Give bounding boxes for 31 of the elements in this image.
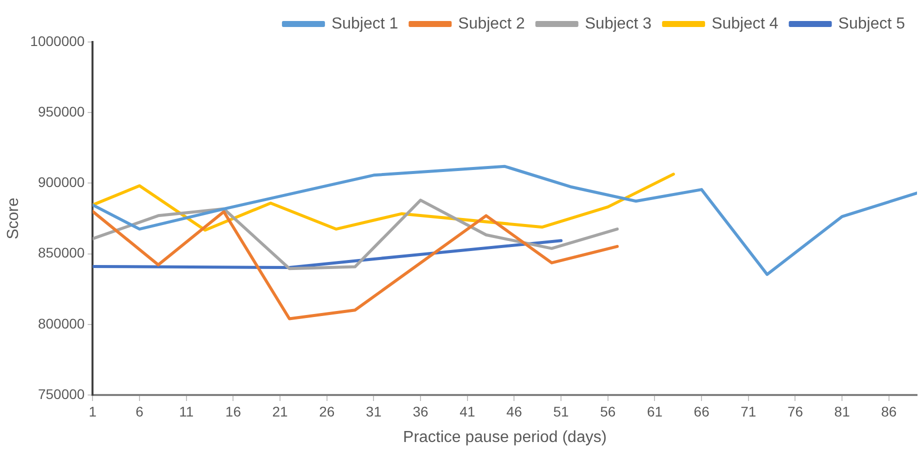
- legend-label: Subject 4: [712, 15, 778, 32]
- y-tick-label: 750000: [38, 386, 85, 402]
- x-tick-label: 36: [412, 403, 429, 420]
- x-tick-label: 71: [740, 403, 756, 420]
- x-tick-label: 76: [787, 403, 804, 420]
- x-tick-label: 41: [460, 403, 476, 420]
- legend-label: Subject 2: [458, 15, 525, 32]
- x-tick-label: 51: [553, 403, 570, 420]
- y-axis-title: Score: [5, 198, 22, 240]
- x-tick-label: 26: [319, 403, 335, 420]
- y-tick-label: 800000: [38, 315, 85, 332]
- x-tick-label: 1: [88, 403, 97, 420]
- x-tick-label: 86: [881, 403, 897, 420]
- y-tick-label: 1000000: [30, 32, 85, 49]
- x-tick-label: 56: [600, 403, 616, 420]
- x-tick-label: 61: [646, 403, 663, 420]
- y-tick-label: 950000: [38, 103, 85, 120]
- x-tick-label: 11: [179, 403, 194, 420]
- legend-label: Subject 5: [838, 15, 906, 32]
- x-tick-label: 6: [136, 403, 144, 420]
- x-tick-label: 81: [834, 403, 850, 420]
- x-tick-label: 31: [366, 403, 382, 420]
- y-tick-label: 900000: [38, 174, 85, 190]
- x-tick-label: 21: [272, 403, 288, 420]
- legend-label: Subject 1: [331, 15, 398, 32]
- x-tick-label: 46: [506, 403, 522, 420]
- y-tick-label: 850000: [38, 244, 85, 261]
- legend-label: Subject 3: [584, 15, 652, 32]
- x-tick-label: 66: [694, 403, 710, 420]
- x-tick-label: 16: [225, 403, 242, 420]
- x-axis-title: Practice pause period (days): [403, 428, 607, 446]
